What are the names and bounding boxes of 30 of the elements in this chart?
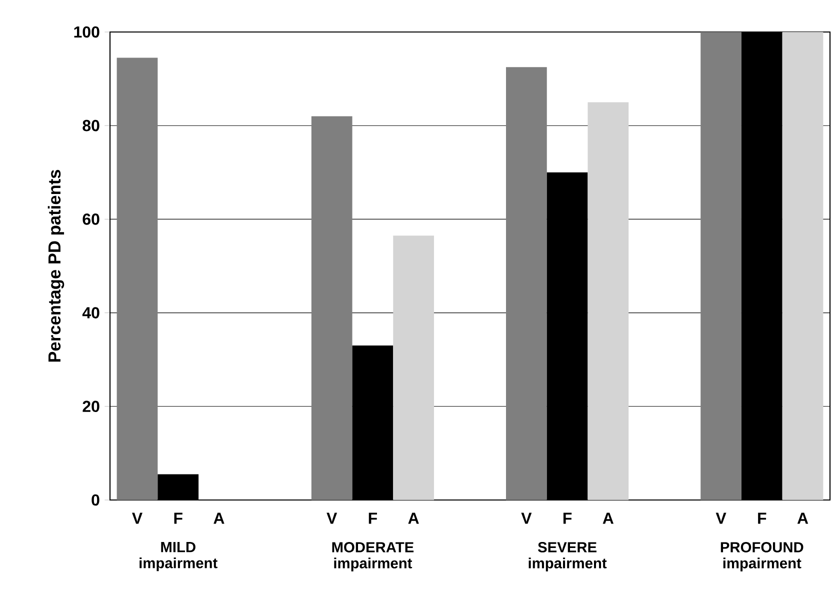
- bar: [700, 32, 742, 500]
- bar: [116, 58, 158, 500]
- series-label: A: [408, 512, 419, 524]
- text: F: [368, 512, 377, 524]
- text: V: [521, 512, 532, 524]
- bar: [393, 235, 434, 500]
- series-label: F: [174, 512, 182, 524]
- bar: [782, 32, 824, 500]
- text: A: [602, 512, 614, 524]
- bar: [588, 102, 629, 500]
- x-tick-label: SEVERE impairment: [528, 542, 607, 572]
- bar: [311, 116, 352, 500]
- x-tick-label: MODERATE impairment: [332, 542, 414, 572]
- y-axis-title: Percentage PD patients: [48, 170, 64, 362]
- y-tick-label: 60: [82, 213, 100, 225]
- y-tick-label: 40: [82, 306, 100, 318]
- text: A: [797, 512, 808, 524]
- y-tick-label: 20: [82, 400, 100, 412]
- y-tick-label: 100: [74, 26, 100, 38]
- text: V: [716, 512, 726, 524]
- series-label: V: [132, 512, 142, 524]
- bar: [506, 66, 547, 500]
- x-tick-label: PROFOUND impairment: [720, 542, 804, 572]
- y-tick-label: 0: [92, 494, 100, 506]
- text: V: [326, 512, 338, 524]
- x-tick-label: MILD impairment: [140, 542, 218, 572]
- y-tick-label: 80: [82, 120, 100, 132]
- text: F: [563, 512, 572, 524]
- text: A: [214, 512, 224, 524]
- text: F: [758, 512, 766, 524]
